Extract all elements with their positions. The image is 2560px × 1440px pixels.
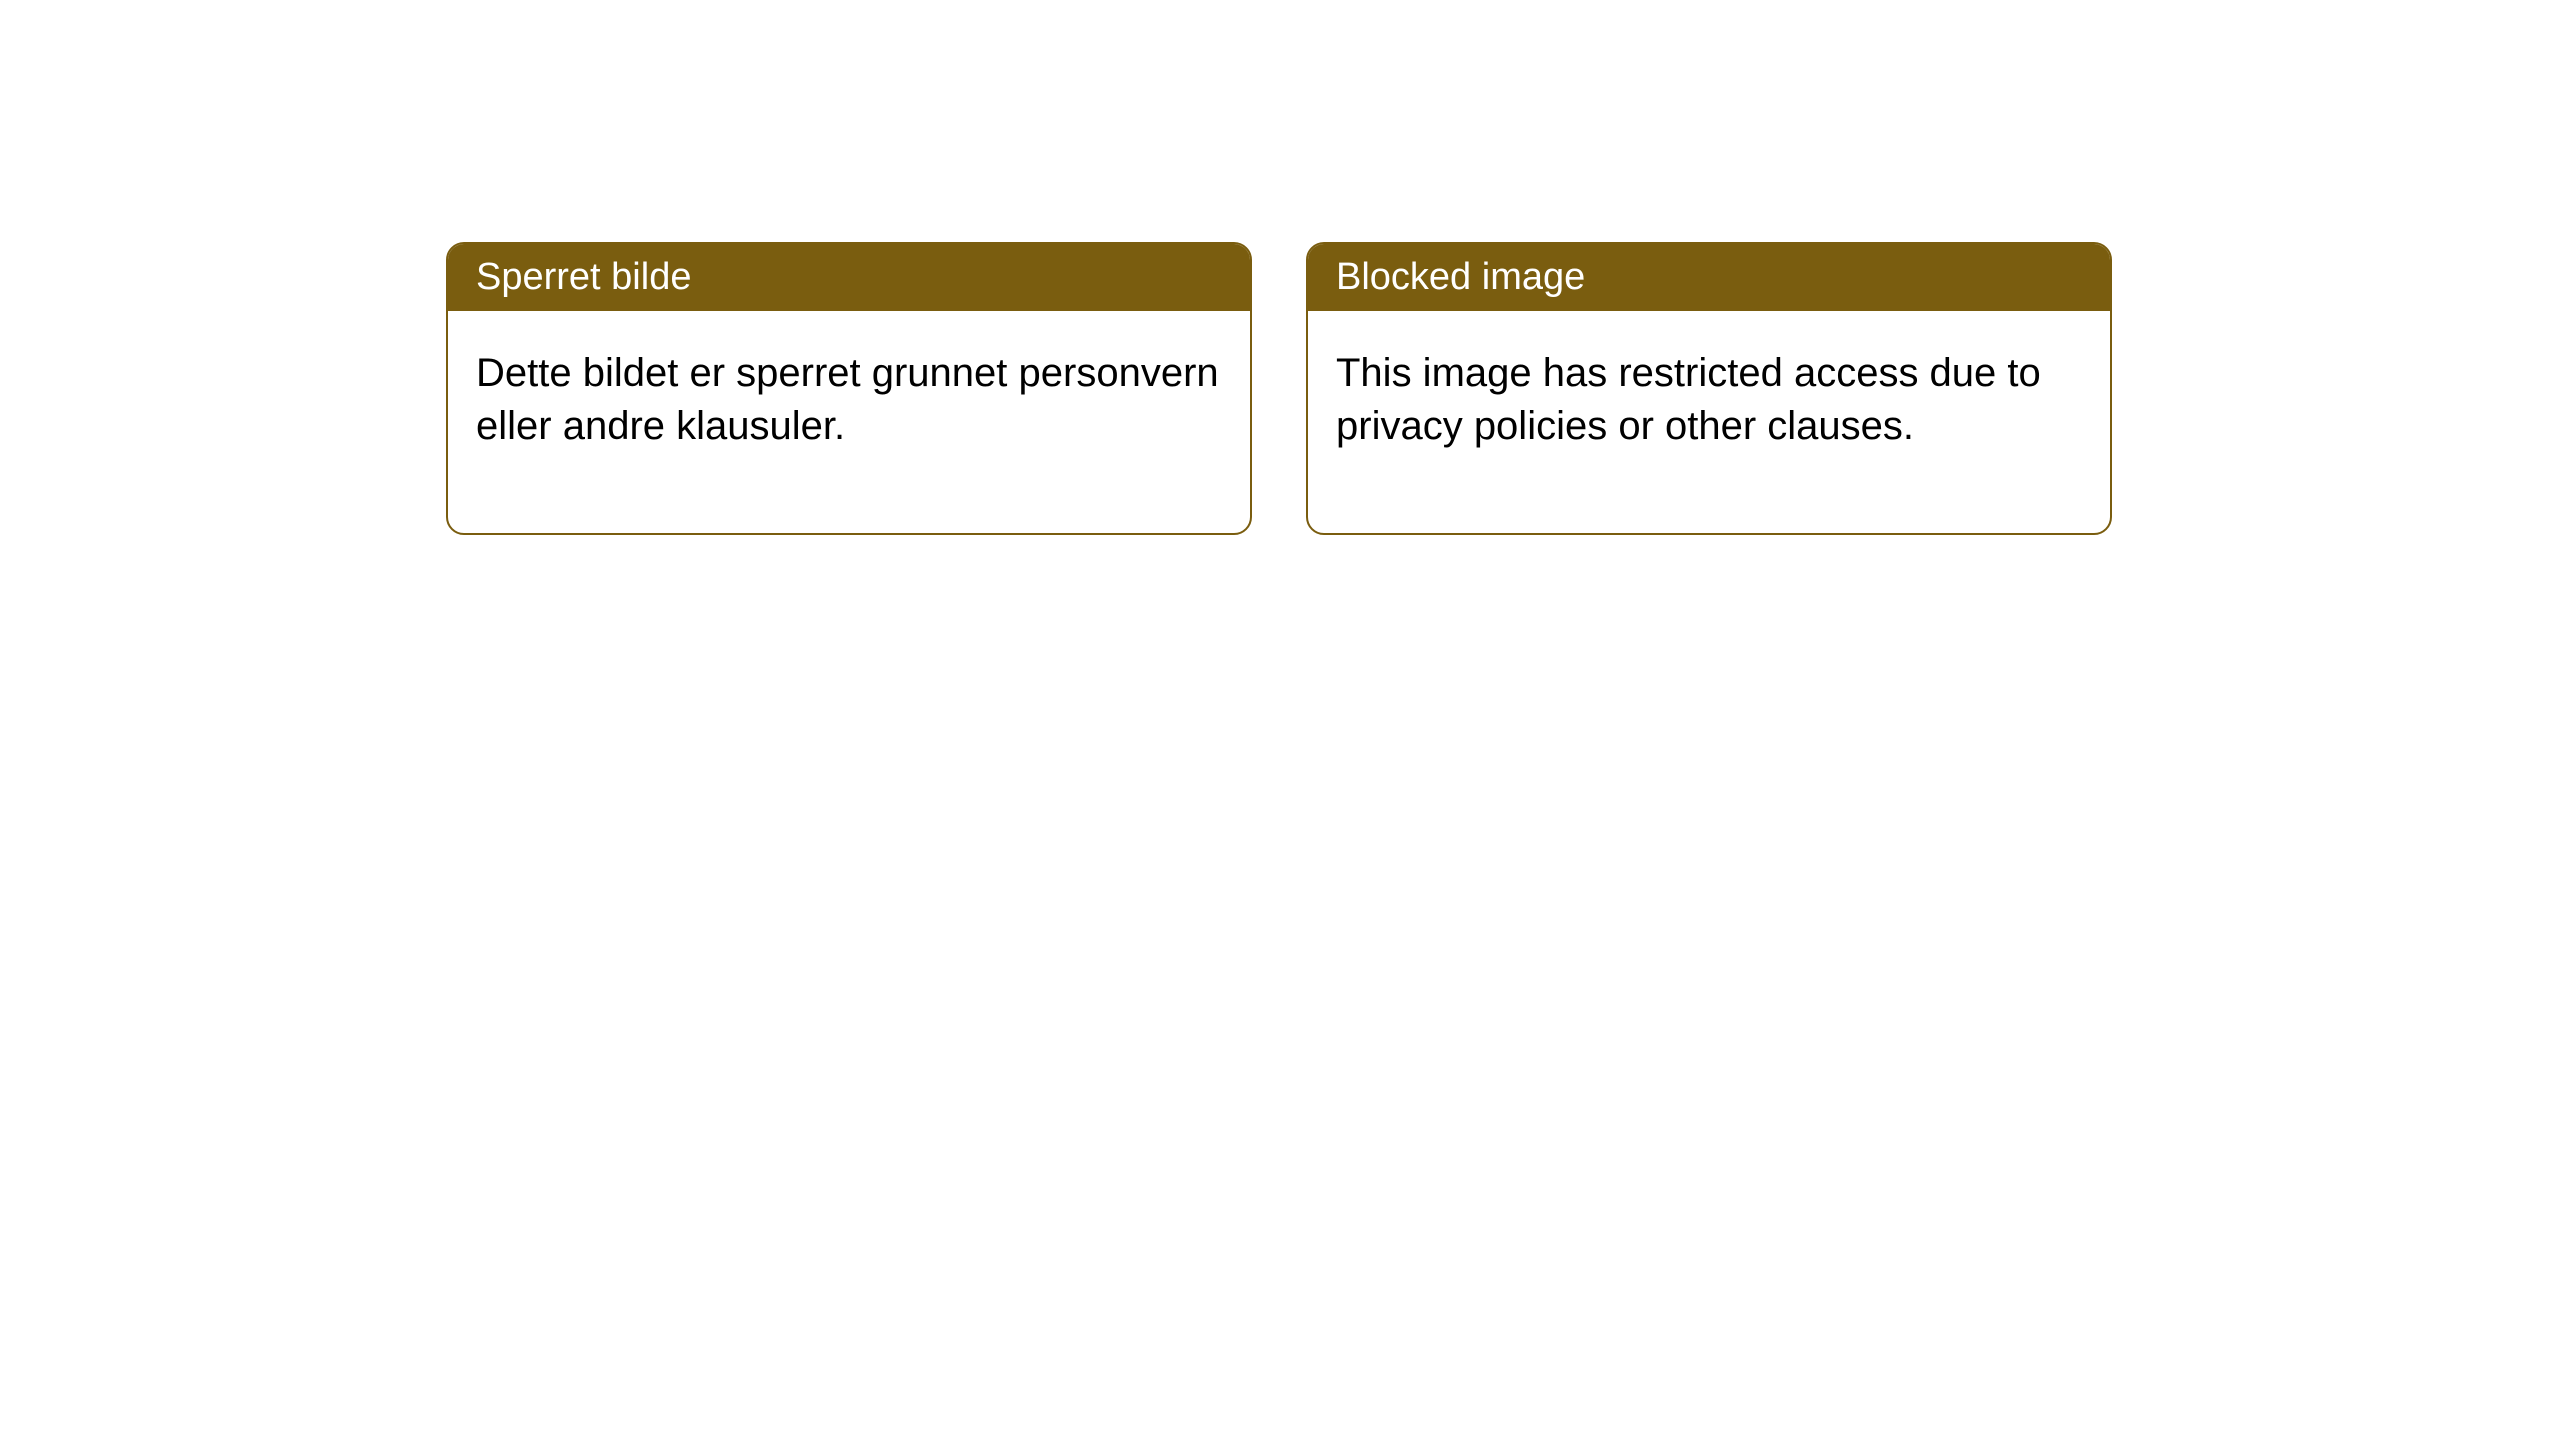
notice-title: Blocked image	[1308, 244, 2110, 311]
notice-card-english: Blocked image This image has restricted …	[1306, 242, 2112, 535]
notice-card-norwegian: Sperret bilde Dette bildet er sperret gr…	[446, 242, 1252, 535]
notice-container: Sperret bilde Dette bildet er sperret gr…	[0, 0, 2560, 535]
notice-body: This image has restricted access due to …	[1308, 311, 2110, 533]
notice-body: Dette bildet er sperret grunnet personve…	[448, 311, 1250, 533]
notice-title: Sperret bilde	[448, 244, 1250, 311]
